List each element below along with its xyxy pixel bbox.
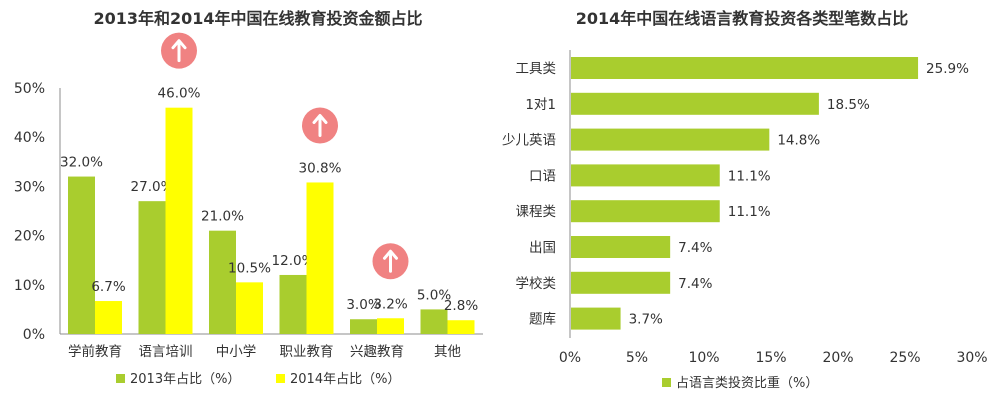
bar-2014	[377, 318, 404, 334]
legend-swatch-language	[662, 378, 671, 387]
right-x-tick-label: 20%	[822, 350, 853, 366]
data-label-language: 25.9%	[926, 61, 969, 77]
left-x-tick-label: 兴趣教育	[350, 344, 404, 360]
data-label-language: 14.8%	[777, 133, 820, 149]
right-x-tick-label: 15%	[755, 350, 786, 366]
data-label-2014: 10.5%	[228, 260, 271, 276]
right-y-tick-label: 工具类	[516, 61, 557, 77]
data-label-2014: 2.8%	[444, 298, 478, 314]
data-label-language: 7.4%	[678, 240, 712, 256]
right-x-tick-label: 25%	[889, 350, 920, 366]
data-label-language: 7.4%	[678, 276, 712, 292]
legend-label-2014: 2014年占比（%）	[290, 372, 400, 387]
data-label-2014: 3.2%	[373, 296, 407, 312]
data-label-language: 18.5%	[827, 97, 870, 113]
bar-2014	[236, 282, 263, 334]
up-arrow-icon	[161, 32, 197, 69]
legend-swatch-2014	[276, 374, 285, 383]
right-x-tick-label: 10%	[688, 350, 719, 366]
data-label-2013: 32.0%	[60, 155, 103, 171]
data-label-2014: 30.8%	[299, 160, 342, 176]
left-x-tick-label: 学前教育	[68, 343, 122, 360]
bar-2013	[279, 274, 307, 334]
left-x-tick-label: 中小学	[216, 344, 257, 360]
bar-language	[571, 164, 720, 187]
data-label-2013: 5.0%	[417, 287, 451, 303]
bar-2013	[138, 201, 166, 334]
left-x-tick-label: 其他	[434, 344, 461, 360]
bar-2013	[68, 176, 95, 334]
bar-2014	[447, 320, 475, 334]
right-x-tick-label: 0%	[559, 350, 581, 366]
right-y-tick-label: 少儿英语	[502, 132, 556, 149]
left-y-tick-label: 40%	[14, 130, 45, 146]
right-y-tick-label: 1对1	[525, 97, 556, 113]
legend-label-language: 占语言类投资比重（%）	[676, 375, 818, 391]
right-y-tick-label: 口语	[529, 168, 556, 184]
left-y-tick-label: 10%	[14, 278, 45, 294]
left-chart-title: 2013年和2014年中国在线教育投资金额占比	[93, 9, 422, 28]
bar-2014	[165, 107, 193, 335]
bar-2013	[209, 230, 236, 334]
data-label-2013: 27.0%	[131, 179, 174, 195]
left-legend: 2013年占比（%） 2014年占比（%）	[116, 372, 400, 387]
bar-language	[571, 200, 720, 223]
left-y-tick-label: 30%	[14, 179, 45, 195]
data-label-2013: 21.0%	[201, 209, 244, 225]
bar-language	[571, 271, 671, 294]
up-arrow-head	[312, 113, 328, 124]
bar-2013	[420, 309, 448, 334]
bar-2014	[306, 182, 334, 334]
bar-2014	[95, 301, 122, 334]
data-label-2014: 46.0%	[158, 86, 201, 102]
data-label-2013: 3.0%	[346, 297, 380, 313]
bar-language	[571, 236, 671, 258]
right-y-tick-label: 学校类	[516, 275, 557, 292]
left-x-tick-label: 语言培训	[139, 344, 193, 360]
data-label-language: 11.1%	[728, 204, 771, 220]
data-label-language: 3.7%	[629, 312, 663, 328]
right-x-tick-label: 5%	[626, 350, 648, 366]
bar-language	[571, 128, 770, 151]
right-y-tick-label: 题库	[529, 312, 556, 328]
up-arrow-icon	[302, 107, 338, 144]
right-chart-title: 2014年中国在线语言教育投资各类型笔数占比	[576, 9, 909, 28]
bar-language	[571, 92, 819, 115]
up-arrow-head	[171, 39, 187, 50]
left-x-tick-label: 职业教育	[280, 344, 334, 360]
right-y-tick-label: 课程类	[516, 204, 557, 220]
bar-language	[571, 57, 919, 79]
bar-language	[571, 307, 621, 330]
right-chart: 2014年中国在线语言教育投资各类型笔数占比 0% 5% 10% 15% 20% 25% 3…	[502, 9, 988, 391]
right-x-tick-label: 30%	[956, 350, 987, 366]
right-legend: 占语言类投资比重（%）	[662, 375, 818, 391]
up-arrow-icon	[372, 243, 409, 280]
left-y-tick-label: 50%	[14, 81, 45, 97]
left-chart: 2013年和2014年中国在线教育投资金额占比 0% 10% 20% 30% 40% 50…	[14, 9, 483, 387]
data-label-2014: 6.7%	[91, 279, 125, 295]
legend-swatch-2013	[116, 374, 125, 383]
legend-label-2013: 2013年占比（%）	[130, 372, 240, 387]
up-arrow-head	[383, 249, 398, 260]
data-label-2013: 12.0%	[272, 253, 315, 269]
left-y-tick-label: 0%	[23, 327, 45, 343]
right-y-tick-label: 出国	[529, 240, 556, 256]
left-y-tick-label: 20%	[14, 229, 45, 245]
bar-2013	[350, 319, 377, 334]
data-label-language: 11.1%	[728, 168, 771, 184]
